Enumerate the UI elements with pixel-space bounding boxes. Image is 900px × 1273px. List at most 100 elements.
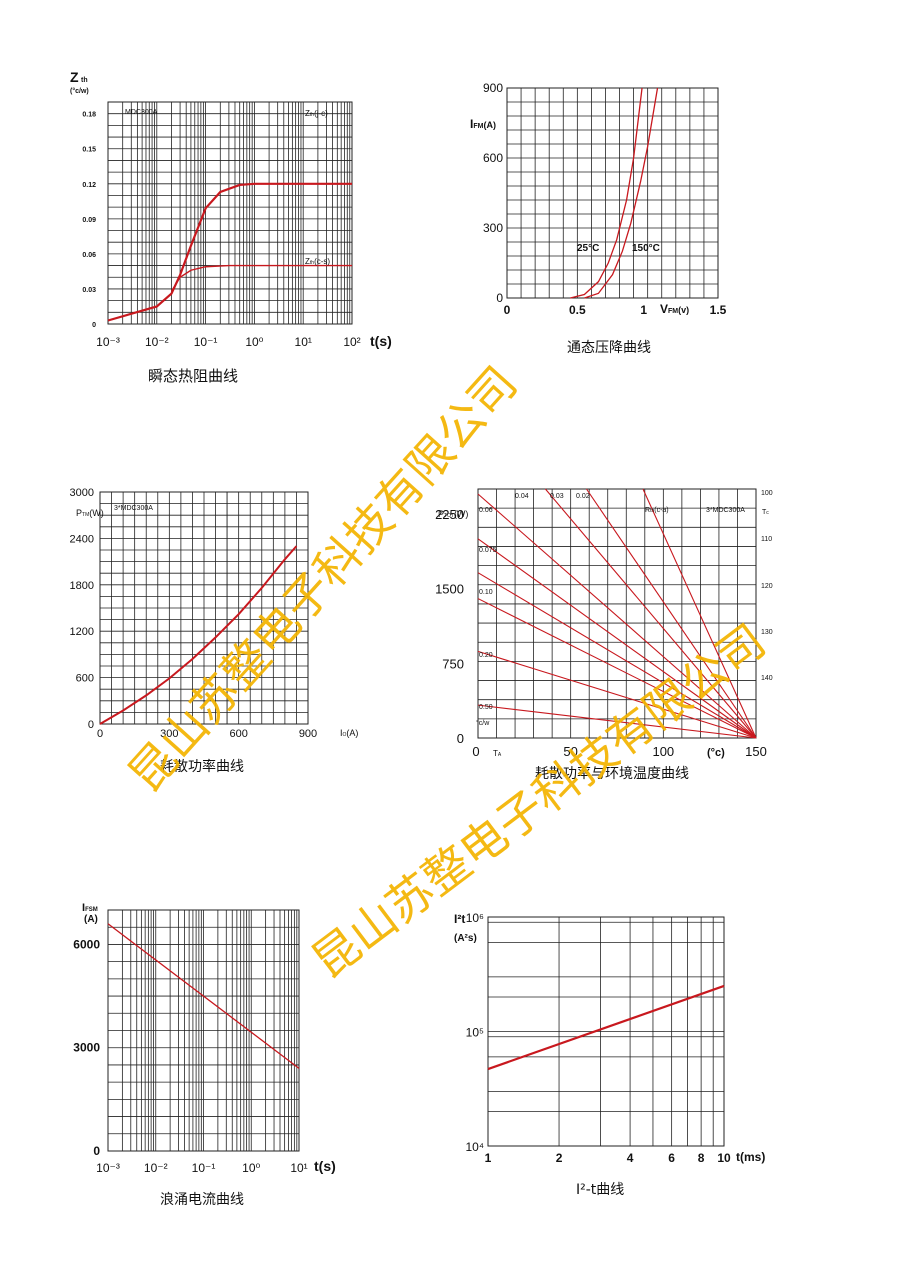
ifsm-title: 浪涌电流曲线 (160, 1192, 244, 1208)
ifsm-ylabel: IFSM (82, 902, 98, 914)
ptot-rth-label: Rth(c-a) (645, 507, 669, 514)
i2t-xtick: 6 (668, 1151, 675, 1165)
ptot-xtick: 100 (652, 744, 674, 759)
ptot-model: 3*MDC300A (706, 507, 745, 514)
ptot-rth-line (477, 704, 757, 739)
i2t-xtick: 2 (556, 1151, 563, 1165)
ptm-title: 耗散功率曲线 (160, 758, 244, 775)
ptot-ytick: 1500 (435, 582, 464, 597)
ptot-right-tick: 120 (761, 583, 773, 590)
ptot-rth-line (642, 488, 757, 739)
zth-model: MDC300A (125, 109, 158, 116)
vfm-xtick: 0.5 (569, 303, 586, 317)
ifsm-xtick: 10⁰ (242, 1161, 260, 1175)
i2t-ylabel: I²t (454, 912, 465, 926)
ifsm-ytick: 3000 (73, 1041, 100, 1055)
ptot-rth-line (477, 538, 757, 739)
vfm-series-label-150: 150°C (632, 243, 660, 254)
ptm-series-line (99, 545, 298, 725)
ptot-ylabel: PTOT(W) (438, 509, 468, 519)
zth-ytick: 0.03 (82, 287, 96, 294)
ptot-rth-line (477, 572, 757, 739)
zth-xtick: 10⁻² (145, 335, 169, 349)
ptm-model: 3*MDC300A (114, 505, 153, 512)
ifsm-xtick: 10¹ (290, 1161, 307, 1175)
ifsm-ytick: 0 (93, 1144, 100, 1158)
ptot-rth-line (544, 488, 757, 739)
zth-xtick: 10⁻¹ (194, 335, 218, 349)
vfm-series-line (570, 87, 643, 299)
ptot-left-label: 0.10 (479, 589, 493, 596)
zth-ylabel: Z (70, 69, 79, 85)
vfm-ylabel: IFM(A) (470, 117, 496, 131)
vfm-ytick: 0 (496, 291, 503, 305)
ptot-right-tick: 100 (761, 490, 773, 497)
ptot-rth-line (477, 598, 757, 739)
vfm-series-line (584, 87, 659, 299)
zth-series-label-cs: Zth(c-s) (305, 257, 330, 266)
ptm-chart-group: PTM(W) 3*MDC300A 0 600 1200 1800 2400 3000 0 3… (70, 487, 359, 775)
zth-xtick: 10⁻³ (96, 335, 120, 349)
zth-ylabel-sub: th (81, 77, 88, 84)
i2t-xtick: 8 (698, 1151, 705, 1165)
ptot-rth-line (586, 488, 757, 739)
vfm-xlabel: VFM(v) (660, 302, 689, 316)
ifsm-xtick: 10⁻² (144, 1161, 168, 1175)
i2t-xtick: 10 (717, 1151, 731, 1165)
ptot-left-label: 0.06 (479, 507, 493, 514)
i2t-title: I²-t曲线 (576, 1182, 624, 1198)
ptm-ytick: 3000 (70, 487, 94, 499)
vfm-ytick: 600 (483, 151, 503, 165)
ptm-ytick: 1800 (70, 580, 94, 592)
vfm-ytick: 900 (483, 81, 503, 95)
zth-ytick: 0.06 (82, 252, 96, 259)
ptot-left-label: 0.50 (479, 704, 493, 711)
zth-ytick: 0.09 (82, 217, 96, 224)
ptot-right-tick: 140 (761, 675, 773, 682)
i2t-xlabel: t(ms) (736, 1150, 765, 1164)
zth-series-line (170, 264, 352, 292)
zth-title: 瞬态热阻曲线 (148, 367, 238, 385)
ptm-ytick: 0 (88, 719, 94, 731)
ptm-ytick: 2400 (70, 533, 94, 545)
zth-ytick: 0.15 (82, 147, 96, 154)
ptm-xtick: 300 (160, 728, 178, 740)
ptot-title: 耗散功率与环境温度曲线 (535, 765, 689, 782)
watermark-upper: 昆山苏整电子科技有限公司 (118, 356, 527, 802)
i2t-ytick: 10⁶ (466, 911, 484, 925)
zth-xtick: 10² (343, 335, 360, 349)
ptot-left-label: 0.20 (479, 652, 493, 659)
vfm-xtick: 0 (504, 303, 511, 317)
ptot-xlabel: TA (493, 749, 502, 758)
ptm-xtick: 600 (229, 728, 247, 740)
zth-ytick: 0 (92, 322, 96, 329)
vfm-series-label-25: 25°C (577, 243, 599, 254)
ptot-unit-label: °c/w (476, 719, 490, 727)
vfm-title: 通态压降曲线 (567, 340, 651, 356)
ptot-ytick: 2250 (435, 507, 464, 522)
i2t-yunit: (A²s) (454, 933, 477, 944)
zth-series-label-jc: Zth(j-c) (305, 109, 328, 118)
ptot-tc-label: Tc (762, 509, 769, 516)
ptot-xtick: 50 (563, 744, 577, 759)
ptot-xunit: (°c) (707, 747, 725, 759)
vfm-xtick: 1 (640, 303, 647, 317)
ptot-xtick: 150 (745, 744, 767, 759)
i2t-chart-group: I²t (A²s) 10⁴ 10⁵ 10⁶ 1 2 4 6 8 10 t(ms) I²-t曲线 (454, 911, 765, 1198)
vfm-chart-group: IFM(A) 0 300 600 900 0 0.5 1 1.5 VFM(v) 25°C 1… (470, 81, 727, 356)
ifsm-chart-group: IFSM (A) 0 3000 6000 10⁻³ 10⁻² 10⁻¹ 10⁰ 10¹ t(… (73, 902, 335, 1208)
ptot-rth-line (477, 650, 757, 739)
ptot-left-label: 0.075 (479, 547, 497, 554)
ptm-xtick: 0 (97, 728, 103, 740)
ifsm-xtick: 10⁻¹ (192, 1161, 216, 1175)
ptot-top-label: 0.02 (576, 493, 590, 500)
i2t-ytick: 10⁴ (465, 1140, 484, 1154)
ptot-ytick: 750 (442, 656, 464, 671)
zth-chart-group: Z th (°c/w) MDC300A 0 0.03 0.06 0.09 0.12 0.1… (70, 69, 392, 385)
ptm-xtick: 900 (299, 728, 317, 740)
i2t-xtick: 1 (485, 1151, 492, 1165)
zth-yunit: (°c/w) (70, 87, 89, 95)
i2t-xtick: 4 (627, 1151, 634, 1165)
ptot-right-tick: 110 (761, 536, 772, 543)
